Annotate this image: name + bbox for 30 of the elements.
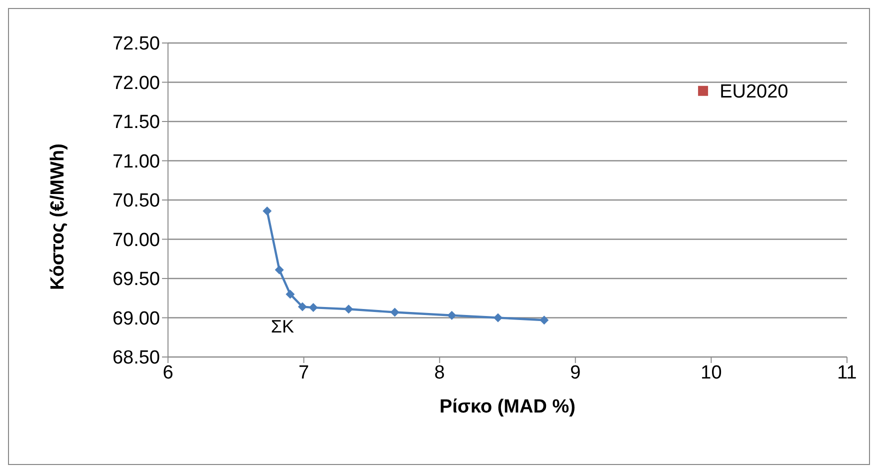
series-label: EU2020 — [720, 82, 788, 103]
y-tick-label: 72.50 — [112, 34, 160, 55]
y-axis-title: Κόστος (€/MWh) — [48, 144, 69, 290]
x-tick-label: 8 — [434, 362, 445, 384]
y-tick-label: 69.50 — [112, 269, 160, 290]
point — [698, 86, 708, 96]
x-tick-label: 10 — [700, 362, 722, 384]
point — [493, 313, 502, 322]
point — [540, 316, 549, 325]
annotation: ΣΚ — [270, 316, 294, 337]
point — [390, 308, 400, 317]
x-tick-label: 6 — [162, 362, 174, 384]
y-tick-label: 72.00 — [112, 72, 160, 94]
point — [298, 302, 307, 312]
point — [286, 290, 295, 299]
point — [274, 265, 284, 274]
x-axis-title: Ρίσκο (MAD %) — [440, 396, 576, 418]
point — [344, 304, 354, 314]
y-tick-label: 70.50 — [112, 190, 160, 212]
y-tick-label: 70.00 — [112, 230, 160, 251]
y-tick-label: 68.50 — [112, 348, 160, 369]
x-tick-label: 7 — [298, 362, 310, 384]
y-tick-label: 69.00 — [112, 308, 160, 330]
point — [447, 310, 456, 320]
y-tick-label: 71.00 — [112, 151, 160, 172]
x-tick-label: 11 — [837, 362, 857, 384]
x-tick-label: 9 — [570, 362, 581, 384]
point — [308, 303, 318, 312]
point — [262, 206, 272, 216]
y-tick-label: 71.50 — [112, 112, 160, 134]
